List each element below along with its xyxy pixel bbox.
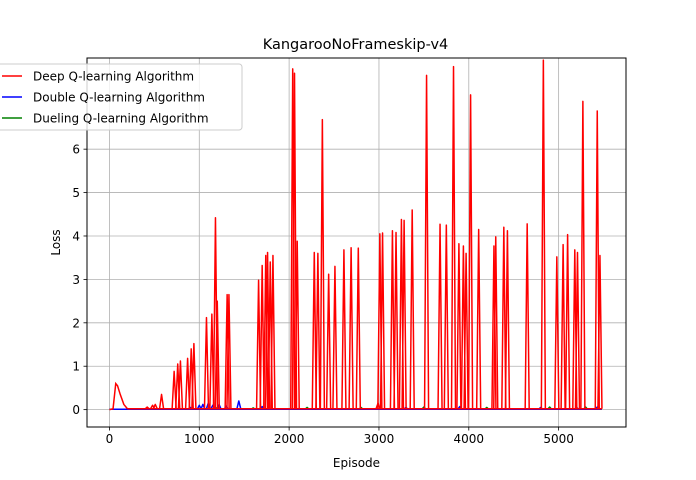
series-spike-point	[263, 254, 269, 409]
series-spike-point	[437, 223, 443, 409]
y-tick-label: 2	[72, 316, 80, 330]
series-spike-point	[319, 118, 326, 409]
series-spike-point	[560, 243, 566, 409]
legend-entry-label: Double Q-learning Algorithm	[33, 91, 205, 105]
chart-title: KangarooNoFrameskip-v4	[263, 37, 449, 53]
series-spike-point	[259, 264, 265, 409]
series-spike-point	[467, 94, 474, 409]
series-spike-point	[203, 316, 210, 409]
x-tick-label: 3000	[364, 432, 395, 446]
series-spike-point	[409, 209, 415, 409]
series-spike-point	[450, 65, 457, 409]
series-spike-point	[401, 219, 407, 409]
series-spike-point	[332, 265, 338, 409]
x-axis-label: Episode	[333, 456, 380, 470]
series-spike-point	[524, 223, 530, 409]
legend-box	[0, 63, 243, 131]
y-tick-label: 0	[72, 403, 80, 417]
series-spike-point	[226, 293, 232, 409]
series-spike-point	[236, 400, 242, 410]
series-spike-point	[289, 68, 296, 409]
y-tick-label: 6	[72, 143, 80, 157]
series-spike-point	[158, 393, 165, 409]
series-onset-line	[109, 381, 129, 411]
y-tick-label: 1	[72, 360, 80, 374]
y-tick-label: 5	[72, 186, 80, 200]
series-spike-point	[389, 230, 396, 409]
series-spike-point	[325, 273, 332, 409]
series-spike-point	[315, 252, 321, 409]
series-spike-point	[463, 252, 469, 409]
series-spike-point	[270, 254, 276, 409]
x-tick-label: 5000	[543, 432, 574, 446]
legend-entry-label: Dueling Q-learning Algorithm	[33, 112, 209, 126]
series-spike-point	[191, 342, 197, 409]
series-spike-point	[393, 231, 399, 409]
series-spike-point	[443, 224, 450, 409]
y-tick-label: 4	[72, 229, 80, 243]
series-spike-point	[504, 230, 511, 409]
series-spike-point	[501, 226, 507, 409]
series-spike-point	[456, 243, 462, 409]
series-spike-point	[564, 233, 571, 409]
x-tick-label: 2000	[274, 432, 305, 446]
y-axis-label: Loss	[49, 229, 63, 255]
series-spike-point	[348, 246, 354, 409]
series-spike-point	[294, 240, 300, 409]
series-spike-point	[171, 370, 177, 409]
series-1-group	[109, 59, 603, 411]
series-spike-point	[341, 249, 347, 409]
series-spike-point	[554, 256, 560, 409]
series-spike-point	[597, 254, 603, 409]
plot-series	[109, 59, 603, 411]
series-spike-point	[144, 406, 150, 410]
series-spike-point	[423, 74, 430, 409]
series-spike-point	[214, 300, 221, 409]
x-tick-label: 0	[106, 432, 114, 446]
series-spike-point	[255, 279, 262, 409]
series-spike-point	[184, 357, 191, 409]
series-spike-point	[580, 100, 586, 409]
series-spike-point	[224, 293, 230, 409]
legend: Deep Q-learning Algorithm Double Q-learni…	[0, 63, 243, 131]
series-spike-point	[491, 245, 497, 409]
series-spike-point	[177, 360, 184, 409]
plot-frame	[86, 57, 627, 428]
series-spike-point	[492, 236, 499, 409]
y-tick-label: 3	[72, 273, 80, 287]
x-tick-label: 1000	[184, 432, 215, 446]
series-spike-point	[311, 251, 318, 409]
series-spike-point	[379, 232, 386, 409]
series-spike-point	[475, 228, 482, 409]
series-spike-point	[574, 251, 581, 409]
x-tick-label: 4000	[454, 432, 485, 446]
axis-ticks: 0 1000 2000 3000 4000 5000 0 1 2 3 4 5 6	[72, 143, 574, 446]
legend-entry-label: Deep Q-learning Algorithm	[33, 70, 194, 84]
series-spike-point	[152, 403, 158, 410]
grid	[87, 58, 626, 427]
series-spike-point	[540, 59, 547, 409]
series-spike-point	[355, 247, 362, 409]
